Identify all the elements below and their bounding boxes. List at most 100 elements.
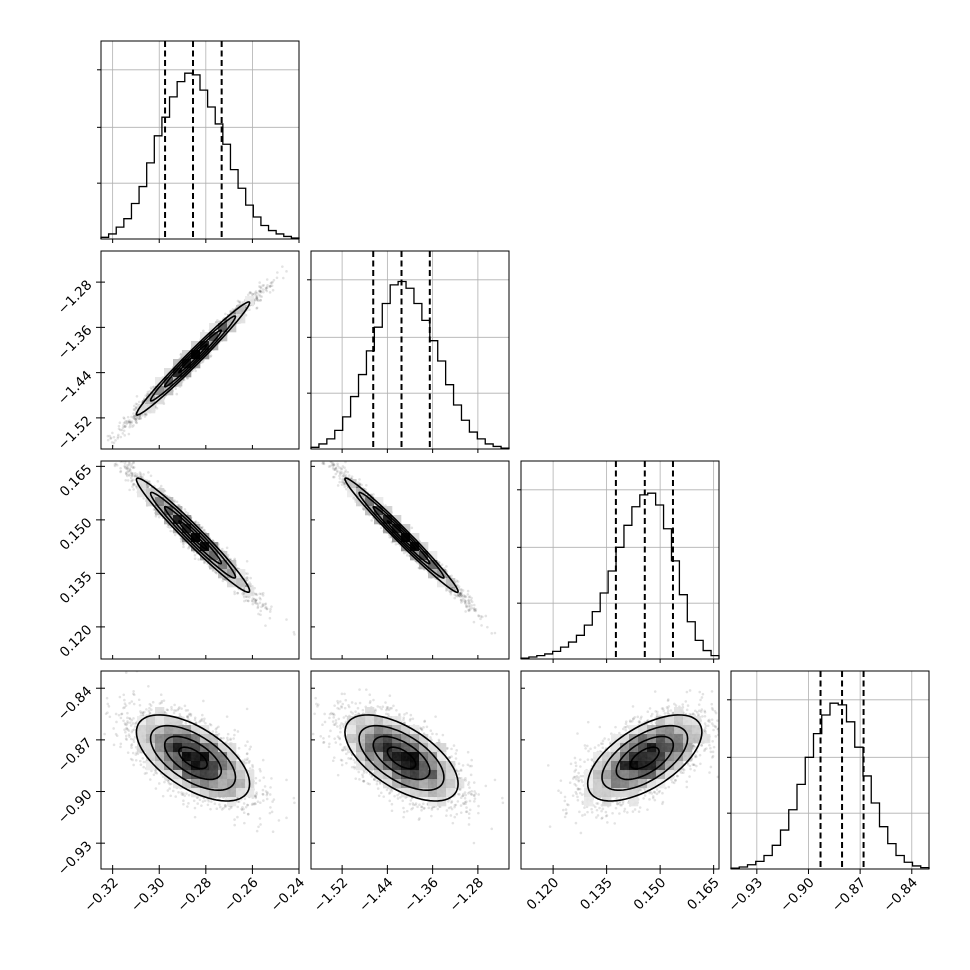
sample-point	[128, 419, 131, 422]
sample-point	[106, 434, 110, 438]
sample-point	[126, 421, 129, 424]
sample-point	[147, 484, 150, 488]
sample-point	[133, 471, 137, 475]
sample-point	[120, 428, 124, 432]
histogram-panel-2	[517, 460, 720, 660]
sample-point	[124, 425, 127, 428]
sample-point	[109, 436, 113, 440]
sample-point	[123, 425, 126, 429]
sample-point	[156, 480, 160, 483]
density-cell	[218, 323, 228, 333]
sample-point	[251, 293, 255, 296]
sample-point	[261, 591, 265, 595]
sample-point	[248, 308, 251, 312]
sample-point	[255, 295, 259, 298]
sample-point	[130, 415, 133, 419]
sample-point	[268, 610, 272, 613]
sample-point	[281, 265, 284, 268]
sample-point	[128, 474, 131, 477]
sample-point	[224, 312, 227, 316]
sample-point	[144, 413, 148, 417]
sample-point	[134, 402, 138, 406]
sample-point	[183, 508, 187, 511]
sample-point	[132, 415, 136, 418]
sample-point	[148, 480, 151, 483]
sample-point	[169, 529, 172, 533]
sample-point	[174, 387, 178, 391]
sample-point	[123, 464, 126, 468]
sample-point	[258, 285, 261, 288]
sample-point	[225, 546, 229, 550]
sample-point	[130, 463, 134, 466]
sample-point	[259, 285, 262, 289]
sample-point	[271, 280, 274, 284]
histogram-panel-3	[727, 670, 930, 870]
sample-point	[264, 624, 267, 627]
sample-point	[256, 606, 260, 610]
sample-point	[242, 594, 245, 597]
sample-point	[260, 592, 263, 596]
density-cell	[173, 368, 183, 378]
sample-point	[137, 417, 141, 421]
sample-point	[175, 500, 179, 504]
sample-point	[215, 320, 218, 324]
sample-point	[135, 394, 139, 398]
sample-point	[244, 313, 248, 317]
sample-point	[124, 478, 128, 482]
sample-point	[134, 406, 138, 410]
density-cell	[155, 377, 165, 387]
sample-point	[186, 377, 189, 380]
sample-point	[135, 416, 139, 420]
sample-point	[111, 431, 114, 435]
sample-point	[131, 466, 135, 470]
sample-point	[253, 292, 256, 296]
histogram-background	[731, 671, 929, 869]
sample-point	[134, 407, 138, 410]
sample-point	[200, 526, 204, 530]
sample-point	[194, 369, 197, 373]
sample-point	[133, 408, 136, 412]
sample-point	[259, 299, 262, 302]
sample-point	[251, 602, 255, 606]
sample-point	[179, 537, 183, 540]
sample-point	[106, 438, 110, 442]
sample-point	[270, 284, 274, 287]
sample-point	[202, 561, 206, 565]
sample-point	[132, 483, 136, 486]
sample-point	[119, 435, 123, 439]
sample-point	[188, 545, 191, 549]
sample-point	[264, 288, 268, 291]
sample-point	[256, 605, 260, 608]
histogram-panel-0	[97, 40, 300, 240]
sample-point	[130, 474, 134, 478]
sample-point	[175, 392, 179, 396]
sample-point	[137, 417, 141, 421]
sample-point	[255, 306, 259, 310]
sample-point	[253, 600, 257, 604]
density-cell	[236, 314, 246, 324]
sample-point	[255, 298, 259, 302]
sample-point	[130, 472, 134, 475]
sample-point	[244, 599, 248, 602]
sample-point	[130, 473, 134, 476]
sample-point	[236, 591, 240, 595]
sample-point	[261, 594, 265, 597]
sample-point	[281, 276, 285, 280]
sample-point	[201, 525, 204, 529]
sample-point	[265, 286, 269, 289]
histogram-step-line	[520, 492, 720, 659]
sample-point	[132, 404, 136, 408]
sample-point	[258, 281, 261, 284]
sample-point	[213, 570, 217, 574]
sample-point	[149, 386, 153, 389]
sample-point	[176, 503, 180, 507]
sample-point	[248, 290, 252, 294]
sample-point	[179, 540, 183, 543]
sample-point	[229, 557, 232, 561]
sample-point	[146, 484, 150, 488]
sample-point	[116, 436, 120, 440]
sample-point	[243, 599, 246, 603]
sample-point	[126, 419, 129, 423]
sample-point	[109, 437, 112, 440]
